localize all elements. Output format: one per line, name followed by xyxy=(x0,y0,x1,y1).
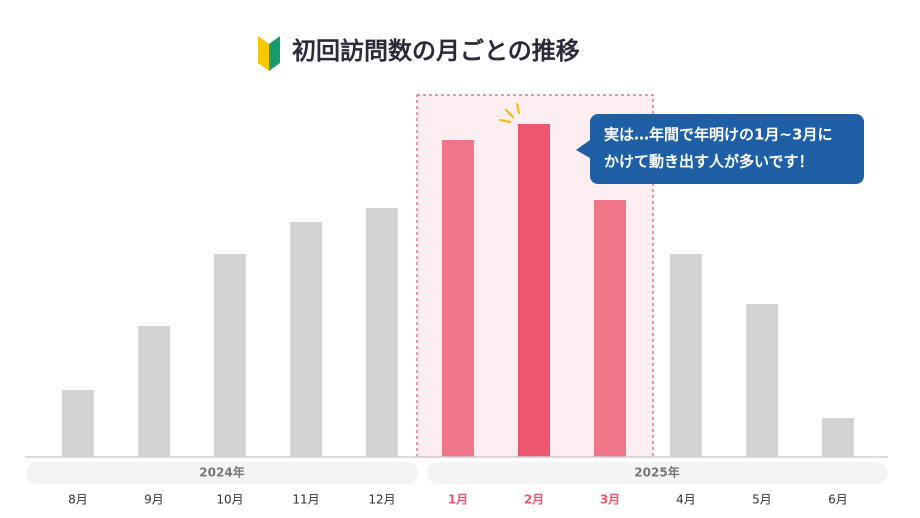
bar xyxy=(62,390,94,457)
x-tick-label: 11月 xyxy=(292,493,319,507)
group-pill xyxy=(427,462,888,484)
bar xyxy=(442,140,474,457)
x-tick-label: 9月 xyxy=(144,493,164,507)
sparkle xyxy=(499,103,520,123)
bar xyxy=(138,326,170,457)
bar xyxy=(214,254,246,457)
group-label: 2024年 xyxy=(199,465,244,480)
x-tick-label: 12月 xyxy=(368,493,395,507)
callout: 実は…年間で年明けの1月~3月に かけて動き出す人が多いです！ xyxy=(576,114,864,184)
x-tick-label: 8月 xyxy=(68,493,88,507)
bar xyxy=(290,222,322,457)
bar xyxy=(822,418,854,457)
x-tick-label: 10月 xyxy=(216,493,243,507)
x-tick-label: 2月 xyxy=(524,493,544,507)
bar xyxy=(518,124,550,457)
group-label: 2025年 xyxy=(634,465,679,480)
x-tick-label: 3月 xyxy=(600,493,620,507)
bar xyxy=(746,304,778,457)
chart-title: 初回訪問数の月ごとの推移 xyxy=(292,37,580,65)
x-tick-label: 1月 xyxy=(448,493,468,507)
annotation: かけて動き出す人が多いです！ xyxy=(604,153,814,171)
x-tick-label: 4月 xyxy=(676,493,696,507)
annotation: 実は…年間で年明けの1月~3月に xyxy=(604,126,832,144)
x-tick-label: 6月 xyxy=(828,493,848,507)
beginner-icon xyxy=(258,36,280,71)
bar xyxy=(366,208,398,457)
bar xyxy=(594,200,626,457)
x-tick-label: 5月 xyxy=(752,493,772,507)
bar xyxy=(670,254,702,457)
group-pill xyxy=(26,462,418,484)
